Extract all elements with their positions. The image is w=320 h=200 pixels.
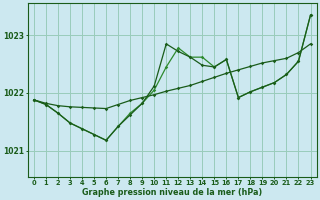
X-axis label: Graphe pression niveau de la mer (hPa): Graphe pression niveau de la mer (hPa) [82,188,262,197]
